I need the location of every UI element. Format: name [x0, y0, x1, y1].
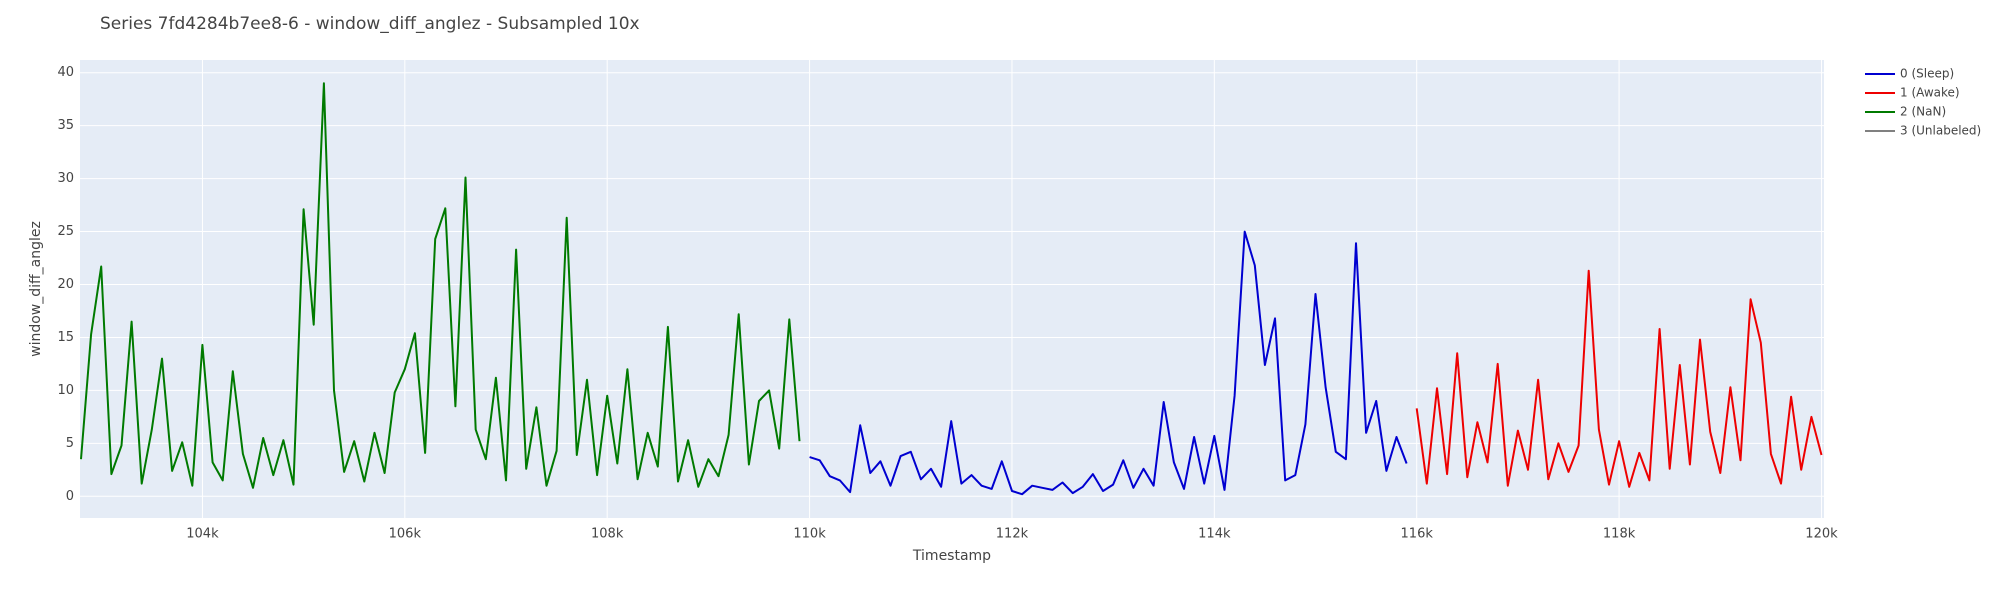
y-tick-label: 30: [57, 171, 74, 186]
legend-label: 2 (NaN): [1900, 105, 1946, 119]
y-tick-label: 25: [57, 224, 74, 239]
x-tick-label: 112k: [996, 527, 1029, 542]
y-tick-label: 5: [66, 436, 74, 451]
legend-label: 1 (Awake): [1900, 86, 1960, 100]
y-tick-label: 10: [57, 383, 74, 398]
x-tick-label: 106k: [389, 527, 422, 542]
x-tick-label: 120k: [1805, 527, 1838, 542]
series-line: [809, 230, 1408, 496]
y-tick-label: 0: [66, 489, 74, 504]
series-line: [1415, 269, 1823, 488]
series-line: [80, 82, 801, 489]
y-axis-title: window_diff_anglez: [28, 221, 44, 357]
x-axis-title: Timestamp: [912, 548, 991, 564]
chart-title: Series 7fd4284b7ee8-6 - window_diff_angl…: [100, 14, 640, 34]
x-tick-label: 110k: [793, 527, 826, 542]
x-tick-label: 104k: [186, 527, 219, 542]
y-tick-label: 40: [57, 65, 74, 80]
x-tick-label: 118k: [1603, 527, 1636, 542]
x-tick-label: 114k: [1198, 527, 1231, 542]
legend-label: 3 (Unlabeled): [1900, 124, 1981, 138]
plot-area: [80, 60, 1824, 518]
y-tick-label: 15: [57, 330, 74, 345]
x-tick-label: 108k: [591, 527, 624, 542]
y-tick-label: 20: [57, 277, 74, 292]
legend-label: 0 (Sleep): [1900, 67, 1954, 81]
y-tick-label: 35: [57, 118, 74, 133]
x-tick-label: 116k: [1401, 527, 1434, 542]
